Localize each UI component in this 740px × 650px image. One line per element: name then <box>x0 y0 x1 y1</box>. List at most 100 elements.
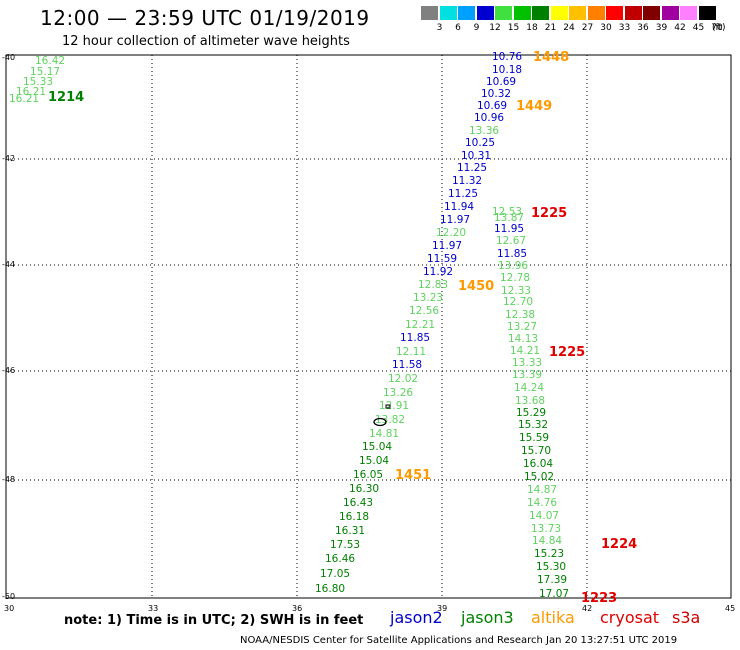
legend-swatch <box>495 6 512 20</box>
legend-label: 12 <box>489 23 501 33</box>
time-label-1223: 1223 <box>581 591 618 606</box>
wave-height-value: 13.82 <box>375 414 406 426</box>
time-label-1449: 1449 <box>516 99 553 114</box>
wave-height-value: 11.97 <box>432 240 463 252</box>
wave-height-value: 13.26 <box>383 387 414 399</box>
wave-height-value: 15.29 <box>516 407 547 419</box>
wave-height-value: 11.97 <box>440 214 471 226</box>
time-label-1214: 1214 <box>48 90 85 105</box>
satellite-jason3: jason3 <box>461 608 514 627</box>
wave-height-value: 16.43 <box>343 497 374 509</box>
legend-swatch <box>458 6 475 20</box>
wave-height-value: 12.02 <box>388 373 419 385</box>
wave-height-value: 13.23 <box>413 292 444 304</box>
wave-height-value: 16.04 <box>523 458 554 470</box>
satellite-cryosat: cryosat <box>600 608 660 627</box>
wave-height-value: 17.05 <box>320 568 351 580</box>
wave-height-value: 12.11 <box>396 346 427 358</box>
wave-height-value: 13.27 <box>507 321 538 333</box>
wave-height-value: 11.85 <box>400 332 431 344</box>
lon-label: 36 <box>292 604 303 613</box>
map-frame <box>5 54 732 599</box>
wave-height-value: 14.87 <box>527 484 558 496</box>
legend-label: 21 <box>544 23 557 33</box>
wave-height-value: 15.02 <box>524 471 555 483</box>
wave-height-value: 15.04 <box>362 441 393 453</box>
lon-label: 45 <box>725 604 736 613</box>
wave-height-value: 14.13 <box>508 333 539 345</box>
legend-label: 70 <box>711 23 723 33</box>
time-label-1451: 1451 <box>395 468 432 483</box>
legend-swatch <box>680 6 697 20</box>
legend-swatch <box>532 6 549 20</box>
lat-label: -50 <box>2 592 16 601</box>
time-label-1225: 1225 <box>531 206 568 221</box>
legend-swatch <box>643 6 660 20</box>
wave-height-value: 11.95 <box>494 223 525 235</box>
wave-height-value: 17.53 <box>330 539 361 551</box>
legend-label: 18 <box>526 23 538 33</box>
wave-height-value: 16.05 <box>353 469 384 481</box>
legend-label: 42 <box>674 23 686 33</box>
wave-height-value: 15.17 <box>30 66 61 78</box>
wave-height-value: 16.42 <box>35 55 66 67</box>
lon-label: 30 <box>4 604 15 613</box>
lon-label: 39 <box>437 604 448 613</box>
wave-height-value: 10.96 <box>474 112 505 124</box>
legend-unit: (ft) <box>712 23 726 33</box>
legend-swatch <box>421 6 438 20</box>
wave-height-value: 11.94 <box>444 201 475 213</box>
legend-swatch <box>698 6 716 20</box>
legend-label: 6 <box>455 23 461 33</box>
wave-height-value: 14.84 <box>532 535 563 547</box>
wave-height-value: 13.68 <box>515 395 546 407</box>
wave-height-value: 12.70 <box>503 296 534 308</box>
wave-height-value: 11.59 <box>427 253 458 265</box>
wave-height-value: 13.36 <box>469 125 500 137</box>
legend-swatch <box>624 6 642 20</box>
lat-label: -42 <box>2 154 16 163</box>
wave-height-value: 15.59 <box>519 432 550 444</box>
legend-swatch <box>439 6 457 20</box>
credit-footer: NOAA/NESDIS Center for Satellite Applica… <box>240 635 678 646</box>
wave-height-value: 13.96 <box>498 260 529 272</box>
legend-swatch <box>569 6 586 20</box>
wave-height-value: 11.85 <box>497 248 528 260</box>
wave-height-value: 17.39 <box>537 574 568 586</box>
wave-height-value: 15.04 <box>359 455 390 467</box>
wave-height-value: 11.58 <box>392 359 423 371</box>
wave-height-value: 13.33 <box>512 357 543 369</box>
legend-label: 39 <box>655 23 668 33</box>
wave-height-value: 15.33 <box>23 76 54 88</box>
map-title: 12:00 — 23:59 UTC 01/19/2019 <box>40 6 370 30</box>
wave-height-value: 14.76 <box>527 497 558 509</box>
wave-height-value: 11.92 <box>423 266 454 278</box>
time-label-1225b: 1225 <box>549 345 586 360</box>
wave-height-value: 13.39 <box>512 369 543 381</box>
lon-label: 42 <box>582 604 593 613</box>
wave-height-value: 16.21 <box>9 93 40 105</box>
satellite-jason2: jason2 <box>390 608 443 627</box>
wave-height-value: 10.25 <box>465 137 496 149</box>
wave-height-value: 12.33 <box>501 285 532 297</box>
wave-height-value: 14.24 <box>514 382 545 394</box>
wave-height-value: 15.30 <box>536 561 567 573</box>
legend-label: 36 <box>637 23 649 33</box>
wave-height-value: 10.18 <box>492 64 523 76</box>
wave-height-value: 13.73 <box>531 523 562 535</box>
wave-height-value: 12.20 <box>436 227 467 239</box>
time-label-1448: 1448 <box>533 50 570 65</box>
wave-height-value: 17.07 <box>539 588 570 600</box>
lat-label: -46 <box>2 366 16 375</box>
time-label-1224: 1224 <box>601 537 638 552</box>
legend-swatch <box>476 6 494 20</box>
legend-label: 9 <box>473 23 480 33</box>
wave-height-value: 13.87 <box>494 212 525 224</box>
wave-height-value: 12.21 <box>405 319 436 331</box>
wave-height-value: 16.21 <box>16 86 47 98</box>
legend-label: 30 <box>600 23 612 33</box>
wave-height-value: 16.18 <box>339 511 370 523</box>
wave-height-value: 16.46 <box>325 553 356 565</box>
wave-height-value: 10.76 <box>492 51 523 63</box>
